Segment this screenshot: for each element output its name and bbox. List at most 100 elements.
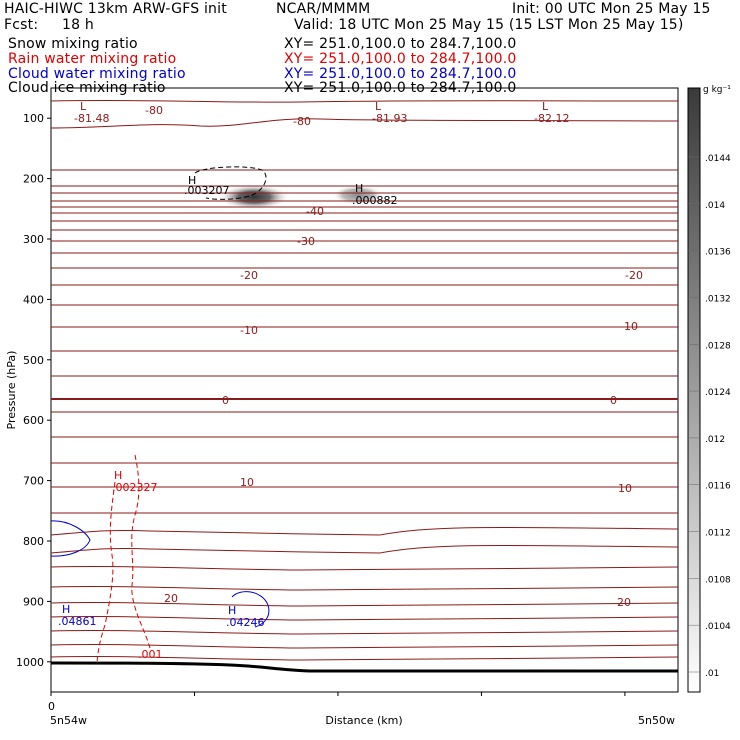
colorbar-tick-label: .0112 xyxy=(705,529,731,539)
cloud-ice-contour xyxy=(194,166,267,200)
rain-contour-label: .001 xyxy=(138,648,163,661)
low-value-1: -81.48 xyxy=(74,112,109,125)
high-value-cloud-water-2: .04246 xyxy=(226,616,265,629)
temp-label-minus10-left: -10 xyxy=(240,324,258,337)
x-right-location: 5n50w xyxy=(638,714,675,727)
temp-label-10-right: 10 xyxy=(618,482,632,495)
plot-frame xyxy=(50,87,679,693)
y-axis: 100 200 300 400 500 600 700 800 900 1000 xyxy=(16,112,51,669)
field-label-snow: Snow mixing ratio xyxy=(8,36,138,52)
y-tick-label: 700 xyxy=(23,475,44,488)
temperature-contour-line xyxy=(50,436,679,438)
colorbar-tick-label: .0124 xyxy=(705,388,731,398)
temperature-contour-line xyxy=(50,615,679,621)
org-label: NCAR/MMMM xyxy=(276,1,371,17)
temperature-contour-line xyxy=(50,304,679,306)
temp-label-minus20-right: -20 xyxy=(625,269,643,282)
field-label-rain: Rain water mixing ratio xyxy=(8,51,177,67)
temperature-contour-line xyxy=(50,212,679,214)
y-tick-label: 800 xyxy=(23,535,44,548)
temperature-contour-line xyxy=(50,326,679,328)
x-left-location: 5n54w xyxy=(50,714,87,727)
rain-contour-left xyxy=(96,481,116,664)
cloud-water-contour-left xyxy=(50,520,91,557)
y-tick-label: 900 xyxy=(23,595,44,608)
colorbar-tick-label: .0104 xyxy=(705,622,731,632)
rain-contour-right xyxy=(131,454,151,649)
temp-label-10-left: 10 xyxy=(240,476,254,489)
temperature-contour-line xyxy=(50,350,679,352)
colorbar-tick-label: .0108 xyxy=(705,575,731,585)
temp-label-20-left: 20 xyxy=(164,592,178,605)
field-xy-snow: XY= 251.0,100.0 to 284.7,100.0 xyxy=(284,36,517,52)
colorbar-tick-label: .01 xyxy=(705,669,719,679)
temperature-contour-line xyxy=(50,486,679,488)
temperature-contour-line xyxy=(50,267,679,269)
colorbar-tick-label: .012 xyxy=(705,435,725,445)
temperature-contour-line xyxy=(50,601,679,607)
temperature-contour-line xyxy=(50,185,679,187)
y-tick-label: 500 xyxy=(23,354,44,367)
high-marker-cloud-water-1: H xyxy=(62,603,70,616)
y-tick-label: 600 xyxy=(23,414,44,427)
ice-secondary-shading xyxy=(332,185,384,205)
temperature-contour-line xyxy=(50,585,679,591)
high-marker-ice-1: H xyxy=(188,174,196,187)
low-marker-3: L xyxy=(542,100,549,113)
cloud-water-contour-right xyxy=(231,591,270,628)
temperature-contour-line xyxy=(50,118,679,129)
temperature-contour-line xyxy=(50,629,679,635)
colorbar-ticks: .01 .0104 .0108 .0112 .0116 .012 .0124 .0128 .01… xyxy=(688,154,731,679)
contour-labels: -80 -80 -40 -30 -20 -20 -10 -10 0 0 10 1… xyxy=(58,100,643,661)
temperature-contour-line xyxy=(50,206,679,208)
temp-label-zero-left: 0 xyxy=(222,394,229,407)
temp-label-minus20-left: -20 xyxy=(240,269,258,282)
temperature-contour-line xyxy=(50,655,679,661)
temperature-contour-line xyxy=(50,220,679,222)
colorbar-tick-label: .0132 xyxy=(705,294,731,304)
temperature-contour-line xyxy=(50,200,679,202)
forecast-label: Fcst: xyxy=(4,17,39,33)
field-label-cloud-water: Cloud water mixing ratio xyxy=(8,66,186,82)
temp-label-minus30: -30 xyxy=(297,235,315,248)
temp-label-zero-right: 0 xyxy=(610,394,617,407)
y-tick-label: 100 xyxy=(23,112,44,125)
colorbar-unit: g kg⁻¹ xyxy=(703,85,731,95)
high-marker-ice-2: H xyxy=(355,182,363,195)
temperature-contour-line xyxy=(50,240,679,242)
temperature-contour-line xyxy=(50,565,679,571)
temperature-contour-line xyxy=(50,99,679,103)
field-xy-cloud-water: XY= 251.0,100.0 to 284.7,100.0 xyxy=(284,66,517,82)
temperature-contour-line xyxy=(50,397,679,401)
low-value-2: -81.93 xyxy=(372,112,407,125)
forecast-hour: 18 h xyxy=(62,17,94,33)
temperature-contour-line xyxy=(50,229,679,231)
field-xy-rain: XY= 251.0,100.0 to 284.7,100.0 xyxy=(284,51,517,67)
colorbar-tick-label: .0144 xyxy=(705,154,731,164)
model-title: HAIC-HIWC 13km ARW-GFS init xyxy=(4,1,227,17)
colorbar-tick-label: .0136 xyxy=(705,248,731,258)
y-tick-label: 400 xyxy=(23,293,44,306)
y-tick-label: 300 xyxy=(23,233,44,246)
temp-label-minus10-right: -10 xyxy=(620,320,638,333)
temperature-contour-line xyxy=(50,192,679,194)
y-tick-label: 200 xyxy=(23,173,44,186)
high-marker-cloud-water-2: H xyxy=(228,604,236,617)
x-axis xyxy=(50,692,626,696)
temp-label-20-right: 20 xyxy=(617,596,631,609)
high-marker-rain: H xyxy=(114,469,122,482)
temperature-contour-line xyxy=(50,375,679,377)
temperature-contour-line xyxy=(50,544,679,554)
y-tick-label: 1000 xyxy=(16,656,44,669)
low-marker-2: L xyxy=(375,100,382,113)
temp-label-minus80-a: -80 xyxy=(145,104,163,117)
terrain-line xyxy=(50,661,678,673)
high-value-cloud-water-1: .04861 xyxy=(58,615,97,628)
temperature-contour-line xyxy=(50,643,679,649)
temperature-contours xyxy=(50,99,679,661)
temperature-contour-line xyxy=(50,169,679,171)
temperature-contour-line xyxy=(50,512,679,514)
x-axis-title: Distance (km) xyxy=(325,714,402,727)
